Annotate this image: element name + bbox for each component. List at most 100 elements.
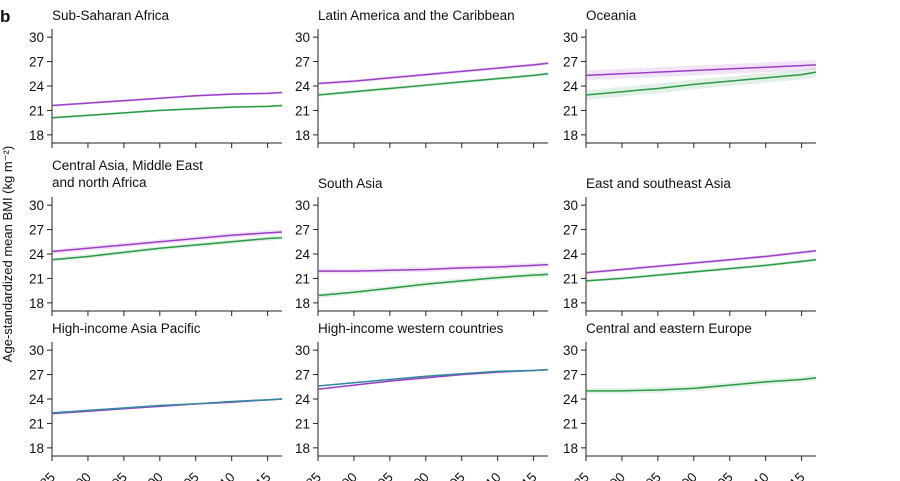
x-tick-label: 2005 bbox=[170, 470, 202, 481]
y-tick-label: 24 bbox=[295, 247, 311, 262]
x-tick-label: 1990 bbox=[62, 470, 94, 481]
series-line-1 bbox=[317, 62, 549, 85]
y-tick-label: 24 bbox=[29, 247, 45, 262]
x-tick-label: 1995 bbox=[632, 470, 664, 481]
y-tick-label: 18 bbox=[29, 441, 44, 456]
y-tick-label: 30 bbox=[563, 343, 578, 358]
y-tick-label: 24 bbox=[295, 392, 311, 407]
series-line-1 bbox=[51, 231, 283, 253]
y-tick-label: 21 bbox=[563, 416, 578, 431]
y-tick-label: 27 bbox=[563, 368, 578, 383]
y-tick-label: 24 bbox=[563, 392, 579, 407]
y-tick-label: 27 bbox=[563, 223, 578, 238]
series-line-1 bbox=[585, 249, 817, 274]
series-line-2 bbox=[317, 368, 549, 387]
series-line-2 bbox=[317, 273, 549, 297]
y-tick-label: 24 bbox=[295, 79, 311, 94]
y-tick-label: 30 bbox=[295, 343, 310, 358]
y-tick-label: 24 bbox=[29, 79, 45, 94]
y-tick-label: 27 bbox=[295, 368, 310, 383]
panel-4: Central Asia, Middle East and north Afric… bbox=[29, 158, 283, 316]
y-tick-label: 30 bbox=[295, 30, 310, 45]
y-tick-label: 18 bbox=[563, 441, 578, 456]
x-tick-label: 2005 bbox=[704, 470, 736, 481]
y-axis-label: Age-standardized mean BMI (kg m⁻²) bbox=[0, 146, 15, 362]
y-tick-label: 21 bbox=[29, 416, 44, 431]
y-tick-label: 21 bbox=[29, 103, 44, 118]
x-tick-label: 2000 bbox=[134, 470, 166, 481]
panel-9: Central and eastern Europe 18 21 24 27 30 1985… bbox=[560, 321, 817, 481]
y-tick-label: 24 bbox=[563, 79, 579, 94]
panel-title: Central and eastern Europe bbox=[586, 321, 752, 336]
y-tick-label: 18 bbox=[295, 296, 310, 311]
x-tick-label: 2005 bbox=[436, 470, 468, 481]
y-tick-label: 27 bbox=[563, 55, 578, 70]
y-tick-label: 18 bbox=[563, 296, 578, 311]
x-tick-label: 2010 bbox=[472, 470, 504, 481]
series-line-2 bbox=[585, 258, 817, 282]
y-tick-label: 30 bbox=[29, 30, 44, 45]
series-line-2 bbox=[51, 104, 283, 119]
x-tick-label: 2000 bbox=[668, 470, 700, 481]
y-tick-label: 24 bbox=[29, 392, 45, 407]
y-tick-label: 30 bbox=[295, 198, 310, 213]
x-tick-label: 1995 bbox=[364, 470, 396, 481]
panel-letter: b bbox=[0, 7, 10, 26]
series-line-1 bbox=[586, 377, 817, 392]
y-tick-label: 18 bbox=[29, 128, 44, 143]
panel-3: Oceania 18 21 24 27 30 bbox=[563, 8, 817, 148]
panel-title: Sub-Saharan Africa bbox=[52, 8, 170, 23]
y-tick-label: 30 bbox=[563, 198, 578, 213]
series-line-2 bbox=[51, 236, 283, 261]
y-tick-label: 30 bbox=[29, 343, 44, 358]
y-tick-label: 18 bbox=[295, 128, 310, 143]
series-line-1 bbox=[318, 263, 549, 272]
y-tick-label: 30 bbox=[29, 198, 44, 213]
panel-1: Sub-Saharan Africa 18 21 24 27 30 bbox=[29, 8, 283, 148]
x-tick-label: 1990 bbox=[596, 470, 628, 481]
y-tick-label: 24 bbox=[563, 247, 579, 262]
y-tick-label: 27 bbox=[295, 55, 310, 70]
y-tick-label: 21 bbox=[563, 103, 578, 118]
series-line-1 bbox=[317, 368, 549, 390]
x-tick-label: 2015 bbox=[508, 470, 540, 481]
y-tick-label: 30 bbox=[563, 30, 578, 45]
panel-5: South Asia 18 21 24 27 30 bbox=[295, 176, 549, 316]
panel-title-line: and north Africa bbox=[52, 175, 147, 190]
panel-title: Oceania bbox=[586, 8, 637, 23]
panel-2: Latin America and the Caribbean 18 21 24 27 3… bbox=[295, 8, 549, 148]
x-tick-label: 1990 bbox=[328, 470, 360, 481]
y-tick-label: 21 bbox=[29, 271, 44, 286]
panel-6: East and southeast Asia 18 21 24 27 30 bbox=[563, 176, 817, 316]
x-tick-label: 1995 bbox=[98, 470, 130, 481]
series-line-2 bbox=[585, 71, 817, 96]
y-tick-label: 18 bbox=[295, 441, 310, 456]
y-tick-label: 27 bbox=[29, 368, 44, 383]
panel-7: High-income Asia Pacific 18 21 24 27 30 1985 19… bbox=[26, 321, 283, 481]
series-line-1 bbox=[585, 64, 817, 77]
x-tick-label: 1985 bbox=[292, 470, 324, 481]
panel-8: High-income western countries 18 21 24 27 30 1… bbox=[292, 321, 549, 481]
y-tick-label: 21 bbox=[295, 416, 310, 431]
y-tick-label: 21 bbox=[563, 271, 578, 286]
x-tick-label: 2015 bbox=[776, 470, 808, 481]
panel-title: High-income western countries bbox=[318, 321, 504, 336]
y-tick-label: 27 bbox=[29, 55, 44, 70]
y-tick-label: 18 bbox=[29, 296, 44, 311]
panel-title: South Asia bbox=[318, 176, 383, 191]
series-line-2 bbox=[317, 73, 549, 96]
x-tick-label: 2010 bbox=[206, 470, 238, 481]
series-line-2 bbox=[51, 398, 283, 414]
series-line-1 bbox=[51, 91, 283, 107]
y-tick-label: 27 bbox=[29, 223, 44, 238]
y-tick-label: 21 bbox=[295, 271, 310, 286]
x-tick-label: 1985 bbox=[560, 470, 592, 481]
y-tick-label: 18 bbox=[563, 128, 578, 143]
panel-title-line: Central Asia, Middle East bbox=[52, 158, 203, 173]
x-tick-label: 2010 bbox=[740, 470, 772, 481]
panel-title: High-income Asia Pacific bbox=[52, 321, 201, 336]
panel-title: East and southeast Asia bbox=[586, 176, 731, 191]
x-tick-label: 2000 bbox=[400, 470, 432, 481]
